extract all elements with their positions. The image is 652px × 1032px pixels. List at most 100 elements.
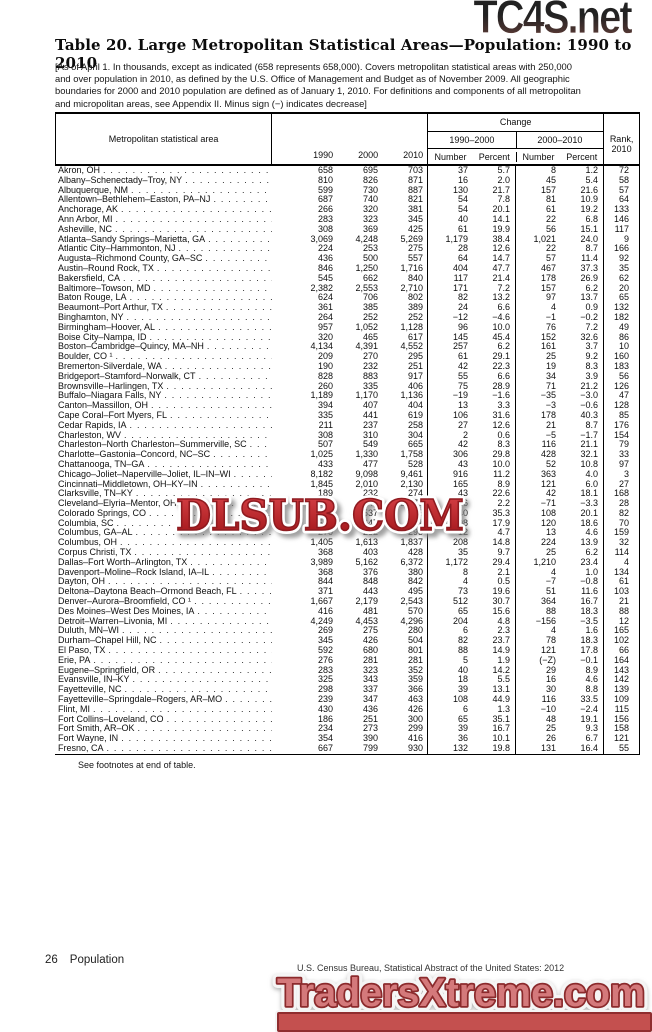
table-row: Birmingham–Hoover, AL . . . . . . . . . … bbox=[55, 322, 640, 333]
dot-leader: . . . . . . . . . . . . . . . . . . . . … bbox=[120, 538, 272, 548]
metro-name-cell: Brownsville–Harlingen, TX . . . . . . . … bbox=[55, 382, 272, 392]
change-percent-2000-2010: 3.7 bbox=[585, 342, 598, 352]
dot-leader: . . . . . . . . . . . . . . . . . . . . … bbox=[239, 587, 272, 597]
change-number-1990-2000: 1,179 bbox=[427, 234, 472, 245]
change-percent-2000-2010: 17.8 bbox=[580, 646, 598, 656]
change-percent-2000-2010: 37.3 bbox=[580, 263, 598, 273]
pop-2010: 557 bbox=[407, 254, 423, 264]
pop-2000: 323 bbox=[362, 214, 378, 224]
page-number: 26 bbox=[45, 954, 58, 966]
change-number-2000-2010: 13 bbox=[515, 528, 560, 539]
pop-1990: 624 bbox=[317, 293, 333, 303]
metro-name: Beaumont–Port Arthur, TX bbox=[58, 303, 163, 313]
change-number-2000-2010: 57 bbox=[515, 254, 560, 264]
pop-2010: 425 bbox=[407, 224, 423, 234]
change-percent-2000-2010: 6.2 bbox=[585, 548, 598, 558]
change-percent-1990-2000: 38.4 bbox=[492, 234, 510, 244]
col-header-change-group: Change 1990–2000 2000–2010 Number Percen… bbox=[427, 114, 604, 164]
metro-name-cell: Boise City–Nampa, ID . . . . . . . . . .… bbox=[55, 333, 272, 343]
pop-2000: 252 bbox=[362, 312, 378, 322]
footnote: See footnotes at end of table. bbox=[78, 760, 196, 770]
change-number-2000-2010: 161 bbox=[515, 342, 560, 353]
pop-1990: 266 bbox=[317, 205, 333, 215]
metro-name: Corpus Christi, TX bbox=[58, 548, 132, 558]
change-percent-1990-2000: 4.8 bbox=[497, 616, 510, 626]
change-number-1990-2000: 6 bbox=[427, 626, 472, 637]
pop-2010: 304 bbox=[407, 430, 423, 440]
change-percent-1990-2000: 35.3 bbox=[492, 508, 510, 518]
metro-name-cell: Columbus, GA–AL . . . . . . . . . . . . … bbox=[55, 528, 272, 538]
col-header-metro-area: Metropolitan statistical area bbox=[56, 114, 273, 164]
change-number-2000-2010: 364 bbox=[515, 597, 560, 607]
dot-leader: . . . . . . . . . . . . . . . . . . . . … bbox=[115, 214, 272, 224]
pop-1990: 283 bbox=[317, 665, 333, 675]
dot-leader: . . . . . . . . . . . . . . . . . . . . … bbox=[129, 293, 272, 303]
table-row: Fort Collins–Loveland, CO . . . . . . . … bbox=[55, 714, 640, 725]
pop-2000: 2,148 bbox=[355, 499, 378, 509]
table-row: Deltona–Daytona Beach–Ormond Beach, FL .… bbox=[55, 587, 640, 598]
change-percent-1990-2000: 13.2 bbox=[492, 293, 510, 303]
change-number-1990-2000: 35 bbox=[427, 548, 472, 558]
metro-name-cell: Fort Wayne, IN . . . . . . . . . . . . .… bbox=[55, 734, 272, 744]
change-number-1990-2000: 306 bbox=[427, 450, 472, 460]
pop-1990: 234 bbox=[317, 724, 333, 734]
change-percent-2000-2010: −3.0 bbox=[580, 391, 598, 401]
change-percent-1990-2000: 0.5 bbox=[497, 577, 510, 587]
metro-name: Boston–Cambridge–Quincy, MA–NH bbox=[58, 342, 204, 352]
pop-1990: 189 bbox=[317, 489, 333, 499]
table-row: Corpus Christi, TX . . . . . . . . . . .… bbox=[55, 548, 640, 558]
col-header-1990: 1990 bbox=[313, 149, 334, 160]
change-percent-1990-2000: 9.7 bbox=[497, 548, 510, 558]
dot-leader: . . . . . . . . . . . . . . . . . . . . … bbox=[158, 322, 272, 332]
pop-2010: 767 bbox=[407, 518, 423, 528]
rank-2010: 183 bbox=[603, 361, 640, 372]
pop-2000: 1,170 bbox=[355, 391, 378, 401]
change-percent-1990-2000: 1.9 bbox=[497, 655, 510, 665]
change-number-2000-2010: 8 bbox=[515, 166, 560, 176]
pop-2010: 295 bbox=[407, 352, 423, 362]
pop-1990: 260 bbox=[317, 381, 333, 391]
change-percent-1990-2000: 7.8 bbox=[497, 195, 510, 205]
pop-1990: 209 bbox=[317, 352, 333, 362]
rank-2010: 3 bbox=[603, 469, 640, 480]
metro-name-cell: Boulder, CO ¹ . . . . . . . . . . . . . … bbox=[55, 352, 272, 362]
dot-leader: . . . . . . . . . . . . . . . . . . . . … bbox=[197, 606, 272, 616]
change-number-1990-2000: 46 bbox=[427, 499, 472, 509]
change-percent-2000-2010: 18.1 bbox=[580, 489, 598, 499]
metro-name-cell: El Paso, TX . . . . . . . . . . . . . . … bbox=[55, 646, 272, 656]
change-percent-1990-2000: 19.8 bbox=[492, 744, 510, 754]
metro-name-cell: Charleston–North Charleston–Summerville,… bbox=[55, 440, 272, 450]
metro-name-cell: Canton–Massillon, OH . . . . . . . . . .… bbox=[55, 401, 272, 411]
metro-name: Eugene–Springfield, OR bbox=[58, 665, 156, 675]
metro-name: Baton Rouge, LA bbox=[58, 293, 127, 303]
change-percent-2000-2010: 19.2 bbox=[580, 205, 598, 215]
pop-2000: 883 bbox=[362, 371, 378, 381]
table-row: Anchorage, AK . . . . . . . . . . . . . … bbox=[55, 205, 640, 215]
change-number-1990-2000: 1,172 bbox=[427, 557, 472, 568]
metro-name: Davenport–Moline–Rock Island, IA–IL bbox=[58, 567, 210, 577]
change-percent-2000-2010: −0.6 bbox=[580, 401, 598, 411]
dot-leader: . . . . . . . . . . . . . . . . . . . . … bbox=[126, 312, 272, 322]
change-number-2000-2010: 81 bbox=[515, 195, 560, 206]
change-percent-1990-2000: 35.1 bbox=[492, 714, 510, 724]
change-percent-1990-2000: 11.2 bbox=[493, 469, 510, 479]
table-row: Dayton, OH . . . . . . . . . . . . . . .… bbox=[55, 577, 640, 588]
col-header-2000-2010: 2000–2010 bbox=[515, 132, 604, 149]
change-percent-2000-2010: 9.2 bbox=[585, 352, 598, 362]
table-row: Brownsville–Harlingen, TX . . . . . . . … bbox=[55, 381, 640, 392]
table-row: Fresno, CA . . . . . . . . . . . . . . .… bbox=[55, 744, 640, 754]
metro-name-cell: Fayetteville–Springdale–Rogers, AR–MO . … bbox=[55, 695, 272, 705]
table-row: Chicago–Joliet–Naperville–Joliet, IL–IN–… bbox=[55, 469, 640, 480]
metro-name-cell: Dayton, OH . . . . . . . . . . . . . . .… bbox=[55, 577, 272, 587]
rank-2010: 159 bbox=[603, 528, 640, 539]
metro-name: Bridgeport–Stamford–Norwalk, CT bbox=[58, 371, 196, 381]
metro-name-cell: Colorado Springs, CO . . . . . . . . . .… bbox=[55, 509, 272, 519]
change-percent-1990-2000: 21.4 bbox=[492, 273, 510, 283]
rank-2010: 10 bbox=[603, 342, 640, 353]
table-row: Bremerton-Silverdale, WA . . . . . . . .… bbox=[55, 361, 640, 372]
metro-name-cell: Asheville, NC . . . . . . . . . . . . . … bbox=[55, 225, 272, 235]
change-number-1990-2000: 43 bbox=[427, 459, 472, 470]
change-percent-1990-2000: 14.9 bbox=[492, 646, 510, 656]
pop-2010: 295 bbox=[407, 528, 423, 538]
pop-2010: 9,461 bbox=[400, 469, 423, 479]
